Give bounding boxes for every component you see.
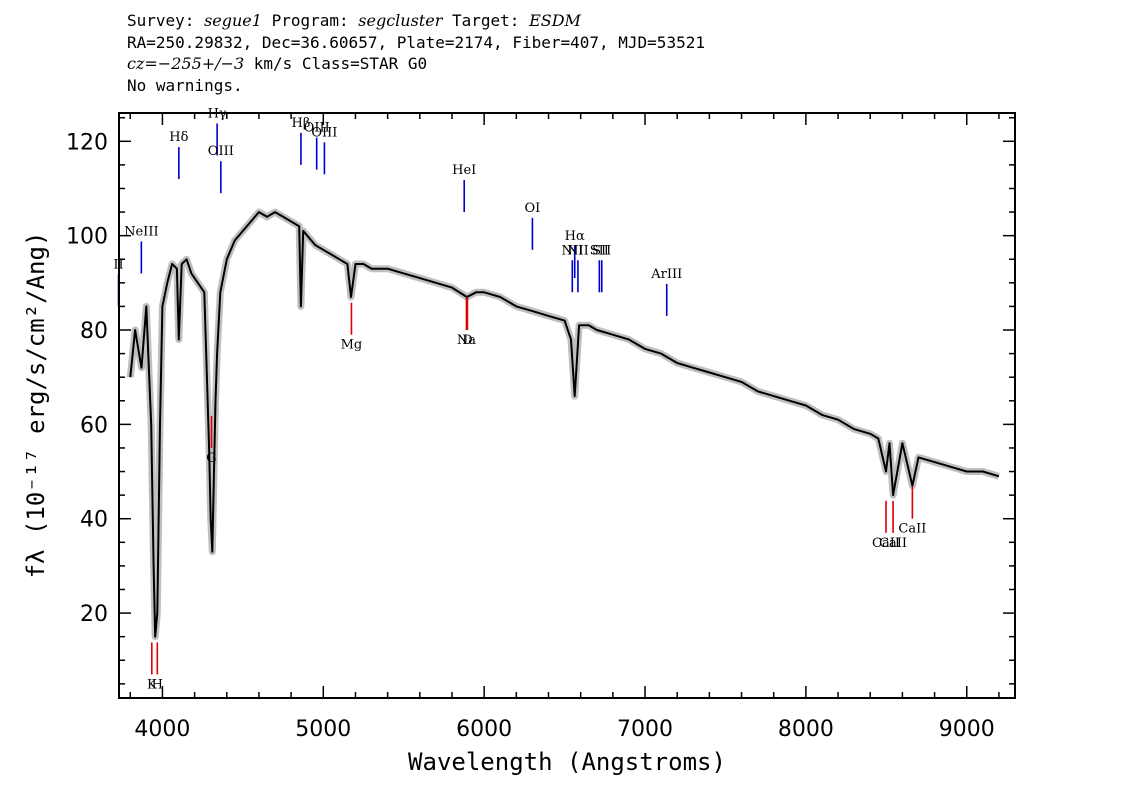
absorption-line-label: Mg: [341, 338, 363, 353]
emission-line-label: OIII: [208, 144, 234, 159]
emission-line-label: NII: [561, 243, 583, 258]
axis-ticks-layer: 4000 5000 6000 7000 8000 9000 20 40 60 80 100 120: [66, 113, 1015, 742]
x-tick-label: 7000: [617, 717, 673, 742]
emission-line-label: ArIII: [650, 267, 682, 282]
absorption-line-label: K: [147, 677, 157, 692]
emission-line-label: SII: [592, 243, 611, 258]
y-axis-title: fλ (10⁻¹⁷ erg/s/cm²/Ang): [22, 232, 50, 579]
emission-line-label: Hδ: [169, 130, 188, 145]
spectrum-header: Survey: segue1 Program: segcluster Targe…: [127, 10, 705, 96]
header-line-coordinates: RA=250.29832, Dec=36.60657, Plate=2174, …: [127, 32, 705, 52]
cz-class: km/s Class=STAR G0: [244, 54, 428, 73]
x-tick-label: 6000: [456, 717, 512, 742]
absorption-line-label: CaII: [898, 522, 926, 537]
emission-line-label: HeI: [452, 163, 476, 178]
cz-value: −255+/−3: [157, 54, 245, 73]
flux-series-line: [129, 211, 1000, 638]
header-line-survey: Survey: segue1 Program: segcluster Targe…: [127, 10, 705, 32]
y-tick-label: 60: [80, 413, 108, 438]
y-tick-label: 120: [66, 130, 108, 155]
emission-line-label: Hα: [565, 229, 585, 244]
x-axis-title: Wavelength (Angstroms): [408, 748, 726, 776]
survey-value: segue1: [204, 11, 262, 30]
program-value: segcluster: [358, 11, 443, 30]
plot-frame: [118, 112, 1016, 699]
header-line-warnings: No warnings.: [127, 75, 243, 95]
error-band-layer: [126, 208, 1000, 641]
absorption-line-label: CaII: [879, 536, 907, 551]
absorption-line-label: H: [152, 677, 163, 692]
x-tick-label: 4000: [134, 717, 190, 742]
y-tick-label: 80: [80, 319, 108, 344]
absorption-line-label: G: [206, 451, 216, 466]
x-tick-label: 5000: [295, 717, 351, 742]
y-tick-label: 20: [80, 602, 108, 627]
x-tick-label: 9000: [939, 717, 995, 742]
emission-line-label: NeIII: [124, 224, 158, 239]
y-tick-label: 100: [66, 225, 108, 250]
target-label: Target:: [452, 11, 520, 30]
y-tick-label: 40: [80, 508, 108, 533]
x-tick-label: 8000: [778, 717, 834, 742]
emission-line-label: OI: [525, 201, 541, 216]
target-value: ESDM: [529, 11, 581, 30]
absorption-line-label: Na: [457, 333, 476, 348]
absorption-line-label: CaII: [872, 536, 900, 551]
emission-line-label: NII: [567, 243, 589, 258]
flux-series-layer: [129, 211, 1000, 638]
emission-line-label: OIII: [311, 125, 337, 140]
header-line-redshift: cz=−255+/−3 km/s Class=STAR G0: [127, 53, 705, 75]
cz-label: cz=: [127, 54, 158, 73]
program-label: Program:: [271, 11, 349, 30]
flux-error-band: [126, 208, 1000, 641]
emission-line-label: Hβ: [292, 116, 311, 131]
emission-line-label: SII: [590, 243, 609, 258]
survey-label: Survey:: [127, 11, 195, 30]
absorption-line-label: D: [462, 333, 472, 348]
